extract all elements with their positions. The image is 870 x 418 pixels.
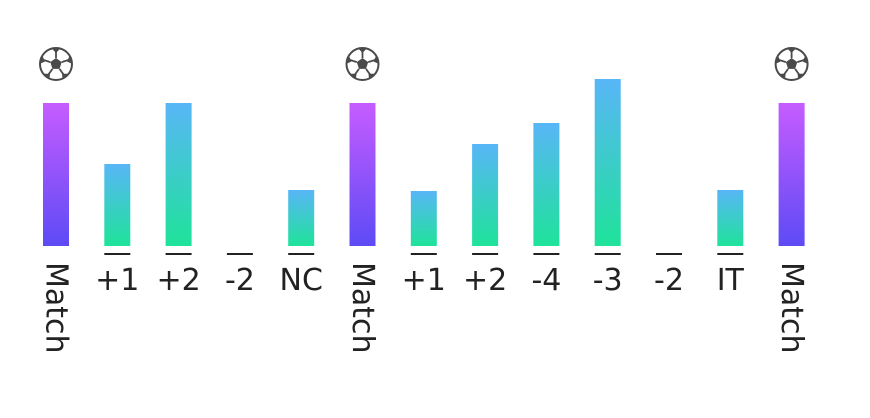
bar [288, 190, 315, 246]
soccer-ball-icon [345, 47, 380, 81]
bar [717, 190, 744, 246]
match-bar [349, 103, 376, 246]
match-bar [778, 103, 805, 246]
bars-layer [43, 79, 805, 246]
match-tick-label: Match [39, 262, 74, 354]
soccer-ball-icon [39, 47, 73, 81]
bar [472, 144, 499, 246]
soccer-ball-icon [774, 47, 809, 81]
tick-label: -2 [654, 263, 684, 298]
tick-labels-layer: Match +1 +2 -2 NC Match +1 +2 -4 -3 -2 IT Match [39, 262, 810, 354]
tick-label: +2 [156, 263, 200, 298]
match-tick-label: Match [345, 262, 380, 354]
tick-label: +1 [402, 263, 446, 298]
bar [165, 103, 192, 246]
tick-label: +1 [95, 263, 139, 298]
bar [104, 164, 131, 246]
bar [533, 123, 560, 246]
match-bar [43, 103, 69, 246]
bar [410, 191, 437, 246]
tick-label: IT [717, 263, 745, 298]
tick-label: NC [280, 263, 323, 298]
tick-label: -3 [593, 263, 623, 298]
tick-label: +2 [463, 263, 507, 298]
match-icons-layer [39, 47, 809, 81]
bar [594, 79, 621, 246]
match-tick-label: Match [774, 262, 809, 354]
tick-label: -4 [531, 263, 561, 298]
tick-label: -2 [225, 263, 255, 298]
